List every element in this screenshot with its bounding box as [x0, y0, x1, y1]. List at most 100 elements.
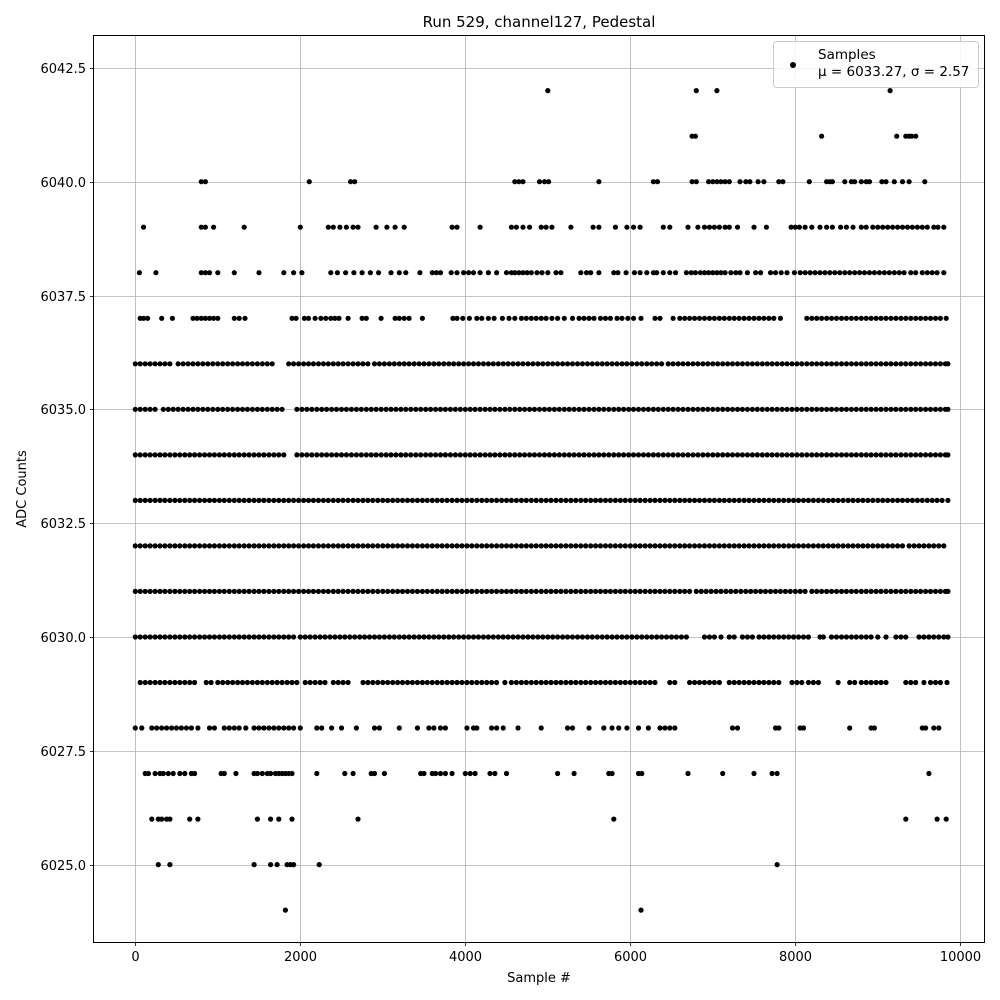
data-point — [491, 315, 497, 321]
data-point — [931, 634, 937, 640]
data-point — [711, 543, 718, 549]
data-point — [467, 452, 473, 458]
data-point — [159, 315, 165, 321]
data-point — [550, 361, 556, 367]
data-point — [523, 588, 529, 595]
data-point — [497, 406, 503, 412]
data-point — [764, 406, 770, 412]
data-point — [863, 452, 869, 458]
data-point — [893, 634, 899, 640]
data-point — [170, 770, 176, 777]
data-point — [147, 543, 153, 549]
data-point — [830, 497, 836, 503]
data-point — [338, 725, 345, 731]
data-point — [426, 361, 432, 367]
data-point — [282, 907, 288, 913]
data-point — [597, 588, 604, 595]
data-point — [581, 406, 587, 412]
data-point — [373, 406, 379, 412]
data-point — [672, 679, 678, 686]
data-point — [510, 634, 516, 640]
data-point — [604, 361, 610, 367]
data-point — [175, 361, 181, 367]
data-point — [571, 770, 577, 777]
data-point — [744, 270, 751, 276]
data-point — [665, 406, 671, 412]
data-point — [873, 361, 879, 367]
data-point — [555, 315, 561, 321]
data-point — [561, 406, 567, 412]
data-point — [359, 270, 365, 276]
data-point — [441, 361, 447, 367]
data-point — [935, 224, 941, 230]
data-point — [632, 543, 638, 549]
data-point — [241, 634, 247, 640]
data-point — [261, 588, 267, 595]
data-point — [325, 224, 331, 230]
data-point — [396, 270, 402, 276]
data-point — [203, 679, 209, 686]
data-point — [820, 497, 826, 503]
data-point — [746, 497, 752, 503]
data-point — [934, 270, 940, 276]
data-point — [714, 88, 720, 94]
data-point — [480, 634, 486, 640]
data-point — [256, 634, 262, 640]
data-point — [829, 179, 836, 185]
data-point — [192, 497, 198, 503]
data-point — [696, 315, 703, 321]
data-point — [132, 634, 138, 640]
data-point — [898, 406, 904, 412]
data-point — [320, 361, 326, 367]
data-point — [147, 406, 153, 412]
data-point — [355, 588, 361, 595]
data-point — [442, 452, 448, 458]
data-point — [231, 497, 237, 503]
data-point — [325, 543, 331, 549]
data-point — [614, 634, 620, 640]
data-point — [795, 634, 802, 640]
data-point — [667, 270, 673, 276]
data-point — [205, 361, 211, 367]
data-point — [729, 725, 736, 731]
data-point — [871, 725, 878, 731]
y-tick-label: 6032.5 — [41, 517, 87, 532]
data-point — [294, 406, 300, 412]
legend-stats-label: μ = 6033.27, σ = 2.57 — [818, 64, 969, 80]
data-point — [340, 679, 346, 686]
data-point — [546, 452, 553, 458]
data-point — [630, 406, 637, 412]
data-point — [500, 634, 506, 640]
data-point — [789, 406, 795, 412]
data-point — [200, 361, 206, 367]
data-point — [541, 179, 548, 185]
data-point — [256, 452, 262, 458]
data-point — [145, 770, 151, 777]
data-point — [530, 634, 536, 640]
data-point — [249, 361, 255, 367]
data-point — [507, 406, 513, 412]
data-point — [251, 862, 257, 868]
data-point — [194, 315, 200, 321]
data-point — [555, 770, 561, 777]
data-point — [937, 679, 944, 686]
data-point — [690, 406, 696, 412]
data-point — [173, 725, 180, 731]
data-point — [543, 315, 549, 321]
data-point — [926, 634, 932, 640]
data-point — [739, 452, 746, 458]
data-point — [395, 497, 401, 503]
data-point — [931, 224, 937, 230]
data-point — [332, 634, 338, 640]
data-point — [462, 406, 468, 412]
data-point — [667, 725, 673, 731]
data-point — [236, 634, 242, 640]
data-point — [472, 406, 478, 412]
data-point — [289, 315, 295, 321]
data-point — [880, 224, 886, 230]
data-point — [345, 679, 351, 686]
data-point — [932, 588, 939, 595]
data-point — [639, 634, 645, 640]
data-point — [197, 588, 203, 595]
data-point — [350, 497, 356, 503]
